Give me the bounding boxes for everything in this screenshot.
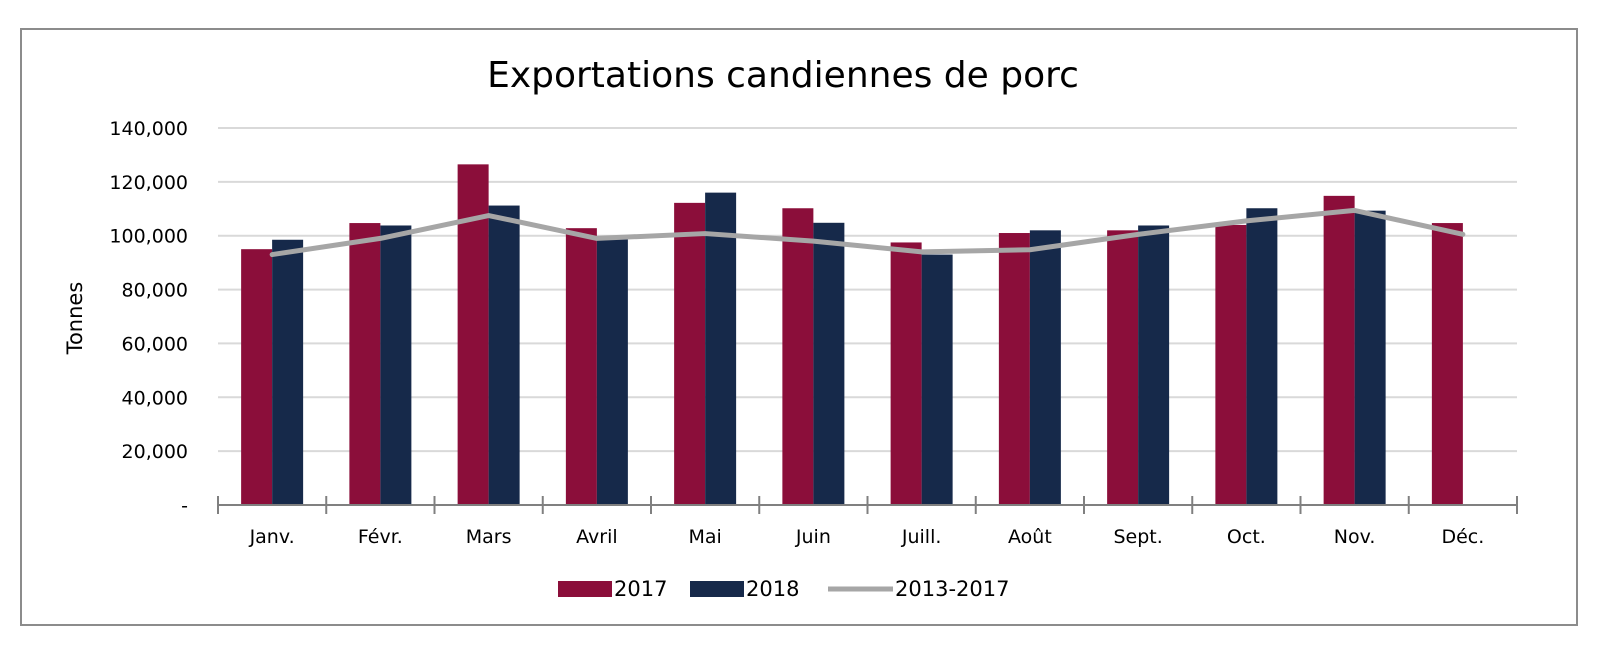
- y-axis-ticks: - 20,000 40,000 60,000 80,000 100,000 120,000 1…: [109, 118, 188, 517]
- bar-2018-4: [705, 192, 737, 505]
- x-tick-label: Sept.: [1113, 526, 1162, 548]
- bar-2018-6: [921, 254, 953, 505]
- bar-2017-4: [674, 202, 706, 505]
- x-tick-label: Juill.: [901, 526, 942, 548]
- legend-swatch-2018: [690, 581, 744, 597]
- x-axis: Janv. Févr. Mars Avril Mai Juin Juill. Août Sept…: [217, 496, 1518, 548]
- bar-2017-3: [565, 228, 597, 505]
- x-tick-label: Févr.: [358, 526, 403, 548]
- bar-2018-9: [1246, 208, 1278, 506]
- legend-swatch-2017: [558, 581, 612, 597]
- x-tick-label: Nov.: [1334, 526, 1376, 548]
- bar-2017-9: [1215, 224, 1247, 505]
- y-axis-label: Tonnes: [63, 282, 87, 356]
- x-tick-label: Juin: [795, 526, 831, 548]
- bar-2017-6: [890, 242, 922, 506]
- gridlines: [218, 127, 1517, 453]
- bar-2018-3: [596, 237, 628, 505]
- legend-label-2017: 2017: [614, 577, 667, 601]
- bar-2017-5: [782, 208, 814, 506]
- chart-title: Exportations candiennes de porc: [487, 55, 1079, 96]
- bar-2017-10: [1323, 195, 1355, 506]
- bar-2018-0: [272, 239, 304, 505]
- x-tick-label: Mars: [466, 526, 512, 548]
- average-line-layer: [269, 207, 1466, 258]
- bar-2017-11: [1431, 223, 1463, 505]
- bar-2018-5: [813, 222, 845, 505]
- bar-2017-1: [349, 223, 381, 505]
- x-tick-label: Déc.: [1441, 526, 1484, 548]
- bar-2017-8: [1107, 230, 1139, 506]
- legend: 2017 2018 2013-2017: [558, 577, 1009, 601]
- bar-2018-8: [1138, 225, 1170, 505]
- bar-2018-10: [1354, 210, 1386, 505]
- legend-item-2018: 2018: [690, 577, 799, 601]
- y-tick-label: -: [181, 495, 188, 517]
- y-tick-label: 20,000: [122, 441, 188, 463]
- y-tick-label: 140,000: [109, 118, 188, 140]
- legend-label-2013-2017: 2013-2017: [895, 577, 1009, 601]
- legend-item-2017: 2017: [558, 577, 667, 601]
- x-tick-label: Janv.: [249, 526, 295, 548]
- bars: [241, 164, 1463, 506]
- x-tick-label: Mai: [688, 526, 721, 548]
- legend-item-2013-2017: 2013-2017: [828, 577, 1009, 601]
- y-tick-label: 100,000: [109, 226, 188, 248]
- bar-2018-1: [380, 225, 412, 505]
- bar-2017-0: [241, 249, 273, 505]
- bar-2017-7: [998, 233, 1030, 505]
- x-tick-label: Août: [1008, 526, 1052, 548]
- x-tick-label: Avril: [576, 526, 618, 548]
- y-tick-label: 60,000: [122, 333, 188, 355]
- bar-2018-2: [488, 205, 520, 505]
- line-series-2013-2017: [269, 207, 1466, 258]
- y-tick-label: 80,000: [122, 280, 188, 302]
- x-tick-label: Oct.: [1227, 526, 1266, 548]
- y-tick-label: 40,000: [122, 387, 188, 409]
- legend-label-2018: 2018: [746, 577, 799, 601]
- bar-2018-7: [1029, 230, 1061, 506]
- y-tick-label: 120,000: [109, 172, 188, 194]
